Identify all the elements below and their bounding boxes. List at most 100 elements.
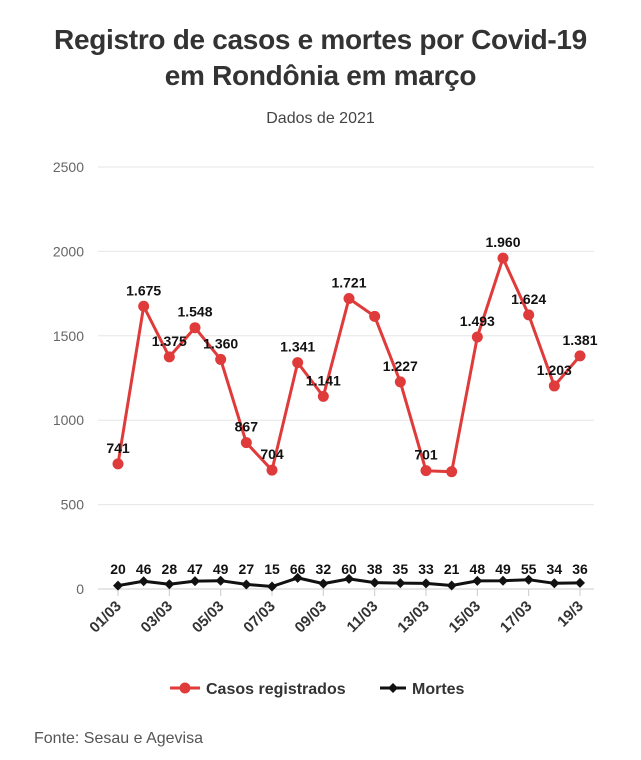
cases-point-05/03 [215, 353, 227, 365]
deaths-point-02/03 [138, 576, 149, 587]
x-tick-label-01/03: 01/03 [86, 598, 125, 637]
deaths-point-06/03 [241, 579, 252, 590]
x-tick-label-15/03: 15/03 [446, 598, 485, 637]
deaths-data-label-01/03: 20 [110, 561, 126, 577]
cases-data-label-08/03: 1.341 [280, 339, 315, 355]
deaths-point-13/03 [421, 578, 431, 589]
cases-data-label-10/03: 1.721 [331, 274, 366, 290]
y-tick-label-1500: 1500 [53, 328, 84, 344]
deaths-data-label-13/03: 33 [418, 561, 434, 577]
x-tick-label-03/03: 03/03 [138, 598, 177, 637]
cases-point-07/03 [266, 464, 278, 476]
cases-data-label-09/03: 1.141 [306, 372, 341, 388]
deaths-data-label-15/03: 48 [470, 561, 486, 577]
deaths-point-19/3 [575, 577, 585, 588]
deaths-data-label-02/03: 46 [136, 561, 152, 577]
deaths-point-01/03 [113, 580, 123, 591]
line-chart: 0 500 1000 1500 2000 2500 01/03 03/03 05/03 07/0… [53, 159, 598, 698]
cases-point-17/03 [523, 309, 535, 321]
deaths-point-12/03 [395, 578, 406, 589]
deaths-data-label-17/03: 55 [521, 561, 537, 577]
x-tick-label-11/03: 11/03 [344, 598, 382, 636]
deaths-data-label-04/03: 47 [187, 561, 203, 577]
chart-title: Registro de casos e mortes por Covid-19 … [0, 22, 641, 94]
cases-point-10/03 [343, 292, 355, 304]
x-tick-label-09/03: 09/03 [292, 598, 331, 637]
cases-point-08/03 [292, 357, 304, 369]
y-tick-label-2000: 2000 [53, 243, 84, 259]
cases-point-13/03 [420, 465, 432, 477]
deaths-data-label-07/03: 15 [264, 561, 280, 577]
deaths-data-label-16/03: 49 [495, 561, 511, 577]
deaths-data-label-14/03: 21 [444, 561, 460, 577]
deaths-point-18/03 [549, 578, 560, 589]
cases-point-18/03 [548, 380, 560, 392]
deaths-point-10/03 [344, 573, 354, 584]
deaths-point-07/03 [267, 581, 277, 592]
cases-point-09/03 [317, 390, 329, 402]
cases-data-label-07/03: 704 [260, 446, 284, 462]
cases-data-label-16/03: 1.960 [485, 234, 520, 250]
deaths-data-label-03/03: 28 [162, 561, 178, 577]
deaths-point-09/03 [318, 578, 329, 589]
x-tick-label-05/03: 05/03 [189, 598, 228, 637]
chart-title-line-2: em Rondônia em março [164, 60, 477, 91]
deaths-data-label-08/03: 66 [290, 561, 306, 577]
x-axis: 01/03 03/03 05/03 07/03 09/03 11/03 13/03 15/03… [86, 589, 587, 636]
chart-title-line-1: Registro de casos e mortes por Covid-19 [54, 24, 587, 55]
deaths-point-17/03 [523, 574, 534, 585]
cases-data-label-18/03: 1.203 [537, 362, 572, 378]
legend-marker-mortes [388, 683, 398, 693]
deaths-point-05/03 [215, 575, 226, 586]
y-tick-label-2500: 2500 [53, 159, 84, 175]
source-note: Fonte: Sesau e Agevisa [34, 730, 203, 747]
deaths-point-08/03 [292, 572, 303, 583]
gridlines [98, 166, 594, 590]
cases-data-label-19/3: 1.381 [562, 332, 597, 348]
cases-point-14/03 [446, 466, 458, 478]
deaths-point-16/03 [498, 575, 508, 586]
cases-point-12/03 [394, 376, 406, 388]
cases-point-15/03 [471, 331, 483, 343]
deaths-data-label-10/03: 60 [341, 561, 357, 577]
cases-point-04/03 [189, 322, 201, 334]
deaths-data-label-18/03: 34 [547, 561, 563, 577]
deaths-data-label-12/03: 35 [393, 561, 409, 577]
cases-data-label-03/03: 1.375 [152, 333, 187, 349]
cases-point-03/03 [163, 351, 175, 363]
legend-marker-casos-registrados [179, 682, 191, 694]
cases-point-01/03 [112, 458, 124, 470]
x-tick-label-19/3: 19/3 [554, 598, 587, 631]
cases-data-label-01/03: 741 [106, 440, 130, 456]
deaths-point-14/03 [446, 580, 457, 591]
chart-subtitle: Dados de 2021 [266, 110, 375, 127]
cases-data-label-05/03: 1.360 [203, 335, 238, 351]
y-tick-label-1000: 1000 [53, 412, 84, 428]
x-tick-label-13/03: 13/03 [394, 598, 433, 637]
cases-data-label-13/03: 701 [414, 447, 438, 463]
deaths-point-11/03 [369, 577, 380, 588]
deaths-point-15/03 [472, 575, 483, 586]
legend: Casos registrados Mortes [170, 681, 465, 698]
legend-label-casos-registrados: Casos registrados [206, 681, 346, 698]
cases-data-label-12/03: 1.227 [383, 358, 418, 374]
x-tick-label-17/03: 17/03 [497, 598, 536, 637]
cases-point-06/03 [240, 437, 252, 449]
cases-point-16/03 [497, 252, 509, 264]
cases-point-11/03 [369, 310, 381, 322]
cases-data-label-15/03: 1.493 [460, 313, 495, 329]
cases-data-label-06/03: 867 [235, 419, 259, 435]
y-axis: 0 500 1000 1500 2000 2500 [53, 159, 84, 597]
deaths-data-label-09/03: 32 [316, 561, 332, 577]
legend-label-mortes: Mortes [412, 681, 465, 698]
y-tick-label-500: 500 [61, 497, 85, 513]
deaths-point-04/03 [190, 576, 200, 587]
y-tick-label-0: 0 [76, 581, 84, 597]
x-tick-label-07/03: 07/03 [240, 598, 279, 637]
cases-data-label-17/03: 1.624 [511, 291, 546, 307]
cases-point-02/03 [138, 300, 150, 312]
cases-point-19/3 [574, 350, 586, 362]
cases-data-label-02/03: 1.675 [126, 282, 161, 298]
deaths-point-03/03 [164, 579, 175, 590]
cases-data-label-04/03: 1.548 [177, 304, 212, 320]
